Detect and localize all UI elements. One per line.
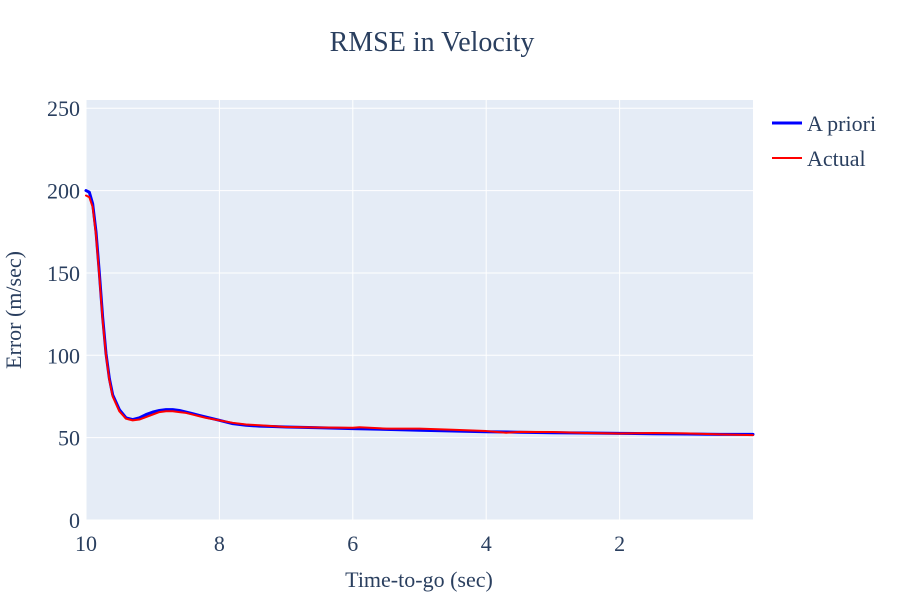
chart-title: RMSE in Velocity <box>330 27 535 58</box>
x-tick-label: 8 <box>214 531 225 556</box>
legend-label: Actual <box>807 146 866 171</box>
y-axis-ticks: 0 50 100 150 200 250 <box>47 96 80 533</box>
legend[interactable]: A priori Actual <box>772 111 876 171</box>
x-tick-label: 6 <box>347 531 358 556</box>
legend-item-a-priori[interactable]: A priori <box>772 111 876 136</box>
y-tick-label: 100 <box>47 343 80 368</box>
y-tick-label: 0 <box>69 508 80 533</box>
legend-label: A priori <box>807 111 876 136</box>
x-tick-label: 2 <box>614 531 625 556</box>
y-tick-label: 150 <box>47 261 80 286</box>
y-axis-title: Error (m/sec) <box>1 251 26 369</box>
y-tick-label: 250 <box>47 96 80 121</box>
grid <box>85 100 753 521</box>
y-tick-label: 200 <box>47 179 80 204</box>
series-line-actual <box>85 194 754 437</box>
legend-item-actual[interactable]: Actual <box>772 146 866 171</box>
plot-background <box>86 100 753 520</box>
x-axis-title: Time-to-go (sec) <box>345 567 493 592</box>
x-axis-ticks: 10 8 6 4 2 <box>75 531 625 556</box>
y-tick-label: 50 <box>58 426 80 451</box>
series-layer <box>84 189 755 437</box>
x-tick-label: 10 <box>75 531 97 556</box>
x-tick-label: 4 <box>481 531 492 556</box>
